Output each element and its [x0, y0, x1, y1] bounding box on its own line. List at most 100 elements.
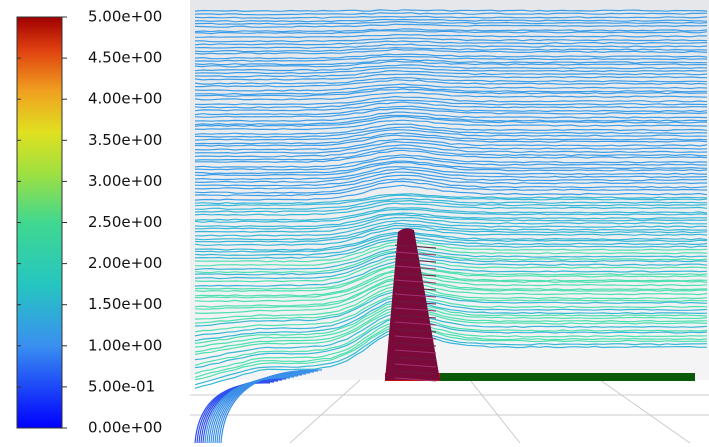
- tick-label: 3.50e+00: [88, 131, 162, 149]
- streamline: [194, 184, 708, 201]
- streamline: [394, 356, 437, 361]
- streamline: [194, 241, 708, 263]
- streamline: [218, 370, 319, 443]
- streamline: [194, 129, 708, 141]
- tick-label: 1.00e+00: [88, 336, 162, 354]
- streamline: [194, 60, 708, 68]
- streamline: [194, 197, 708, 210]
- streamline: [194, 277, 708, 308]
- streamline: [194, 212, 708, 228]
- streamline: [194, 132, 708, 145]
- streamline: [194, 167, 708, 184]
- streamline: [194, 251, 708, 276]
- streamline: [194, 12, 708, 16]
- streamline: [394, 321, 437, 326]
- streamline: [194, 105, 708, 116]
- streamline: [194, 261, 708, 287]
- streamline: [394, 314, 437, 319]
- streamline: [194, 73, 708, 81]
- streamline: [212, 373, 307, 443]
- streamline: [194, 216, 707, 233]
- streamline: [194, 307, 708, 353]
- streamline: [194, 224, 708, 243]
- streamline: [194, 161, 708, 177]
- streamline: [194, 101, 708, 112]
- streamline: [194, 91, 708, 101]
- streamline: [194, 274, 708, 303]
- streamline: [194, 140, 708, 154]
- streamline: [195, 149, 708, 164]
- streamline: [204, 377, 291, 443]
- ground-green: [440, 373, 695, 381]
- streamline: [194, 64, 708, 72]
- streamline: [194, 270, 708, 299]
- streamline: [194, 55, 708, 62]
- streamline: [194, 324, 708, 378]
- streamline: [194, 48, 708, 55]
- streamline: [194, 134, 708, 147]
- streamline: [194, 123, 708, 135]
- streamline: [194, 180, 708, 197]
- streamline: [194, 69, 708, 78]
- streamline: [194, 325, 708, 381]
- streamline: [194, 156, 707, 171]
- streamline: [194, 37, 708, 43]
- streamline: [194, 33, 708, 39]
- streamline: [194, 289, 708, 327]
- streamline: [194, 227, 708, 246]
- streamline: [194, 15, 708, 20]
- streamlines: [194, 9, 708, 443]
- streamline: [194, 40, 708, 46]
- streamline: [194, 83, 708, 92]
- streamline: [394, 370, 437, 375]
- streamline: [394, 258, 437, 263]
- streamline: [194, 58, 708, 66]
- streamline: [208, 375, 299, 443]
- streamline: [194, 194, 708, 207]
- streamline: [194, 178, 708, 194]
- streamline: [194, 296, 708, 337]
- streamline: [194, 293, 708, 333]
- streamline: [394, 328, 437, 333]
- streamline: [198, 380, 279, 443]
- streamline: [194, 329, 708, 386]
- streamline: [194, 317, 708, 369]
- floor-grid: [190, 379, 709, 443]
- streamline: [394, 244, 437, 249]
- streamline: [194, 316, 708, 366]
- streamline: [194, 20, 708, 25]
- streamline: [394, 265, 437, 270]
- tick-label: 3.00e+00: [88, 172, 162, 190]
- streamline: [394, 272, 437, 277]
- streamline: [220, 369, 323, 443]
- streamline: [194, 43, 708, 49]
- streamline: [194, 114, 708, 126]
- streamline: [194, 233, 708, 253]
- floor: [190, 380, 709, 443]
- streamline: [194, 166, 707, 181]
- streamline: [194, 281, 708, 315]
- streamline: [394, 377, 437, 382]
- streamline: [394, 286, 437, 291]
- tick-label: 4.00e+00: [88, 90, 162, 108]
- streamline: [394, 293, 437, 298]
- streamline: [194, 138, 708, 151]
- streamline: [194, 53, 708, 60]
- streamline: [194, 171, 708, 187]
- streamline: [394, 349, 437, 354]
- streamline: [194, 257, 708, 283]
- streamline: [194, 88, 707, 97]
- streamline: [194, 147, 708, 161]
- streamline: [194, 126, 708, 138]
- streamline: [194, 46, 708, 53]
- streamline: [194, 193, 708, 205]
- streamline: [194, 321, 708, 375]
- streamline: [194, 67, 708, 75]
- tick-label: 2.00e+00: [88, 254, 162, 272]
- streamline: [196, 381, 275, 443]
- streamline: [394, 251, 437, 256]
- streamline: [194, 309, 708, 356]
- streamline: [194, 208, 708, 223]
- streamline: [202, 378, 287, 443]
- streamline: [210, 374, 303, 443]
